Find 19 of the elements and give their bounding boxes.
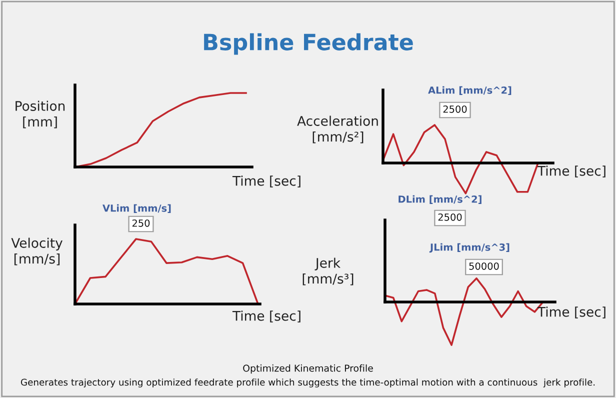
text: ALim [mm/s^2] bbox=[428, 86, 512, 95]
text: 250 bbox=[132, 219, 150, 227]
x-axis-title: Time [sec] bbox=[232, 176, 300, 188]
text: VLim [mm/s] bbox=[102, 204, 171, 213]
text: 2500 bbox=[443, 105, 467, 113]
text: Optimized Kinematic Profile bbox=[243, 364, 373, 374]
y-axis-title: Jerk [mm/s³] bbox=[302, 258, 354, 286]
text: JLim [mm/s^3] bbox=[429, 243, 510, 253]
text: 2500 bbox=[438, 213, 462, 221]
text: Generates trajectory using optimized feedrate profile which suggests the time-optimal motion with a continuous jerk profile. bbox=[20, 378, 595, 388]
text: 50000 bbox=[469, 262, 499, 270]
y-axis-title: Position [mm] bbox=[16, 100, 65, 128]
text: Bspline Feedrate bbox=[204, 33, 413, 55]
text: DLim [mm/s^2] bbox=[398, 195, 482, 204]
y-axis-title: Velocity [mm/s] bbox=[11, 238, 62, 266]
x-axis-title: Time [sec] bbox=[537, 166, 606, 178]
y-axis-title: Acceleration [mm/s²] bbox=[297, 116, 378, 144]
x-axis-title: Time [sec] bbox=[537, 306, 606, 318]
x-axis-title: Time [sec] bbox=[232, 310, 300, 322]
